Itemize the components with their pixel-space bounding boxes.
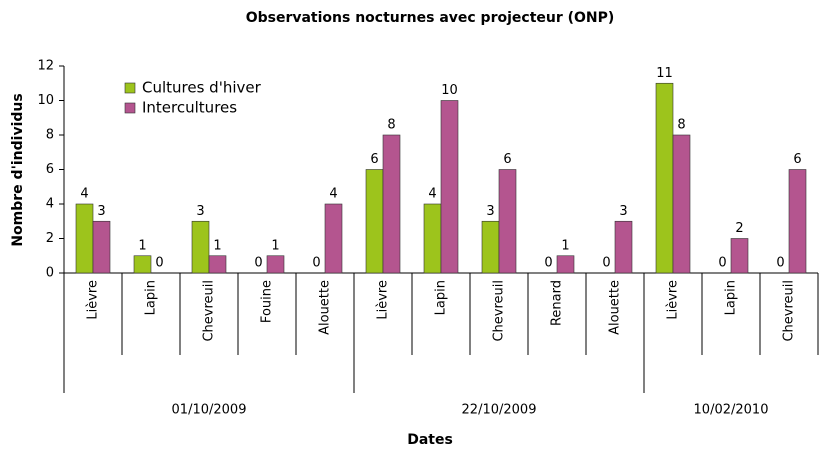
bar	[672, 134, 691, 274]
group-label: 01/10/2009	[172, 403, 247, 418]
data-label: 6	[370, 152, 378, 167]
x-tick-label: Lapin	[144, 280, 159, 315]
y-tick-label: 6	[46, 162, 54, 177]
data-label: 4	[80, 187, 88, 202]
bar	[655, 82, 674, 274]
data-label: 3	[196, 204, 204, 219]
data-label: 2	[735, 221, 743, 236]
x-tick-label: Chevreuil	[782, 280, 797, 342]
data-label: 4	[329, 187, 337, 202]
data-label: 3	[97, 204, 105, 219]
x-tick-label: Fouine	[260, 280, 275, 323]
bar	[133, 255, 152, 274]
x-tick-label: Alouette	[318, 280, 333, 335]
bar	[498, 169, 517, 274]
data-label: 0	[544, 256, 552, 271]
data-label: 1	[138, 238, 146, 253]
chart-title: Observations nocturnes avec projecteur (…	[246, 10, 615, 26]
x-tick-label: Chevreuil	[202, 280, 217, 342]
x-tick-label: Lièvre	[666, 280, 681, 320]
group-label: 22/10/2009	[462, 403, 537, 418]
y-tick-label: 2	[46, 231, 54, 246]
data-label: 0	[312, 256, 320, 271]
bar	[365, 169, 384, 274]
x-tick-label: Renard	[550, 280, 565, 326]
data-label: 4	[428, 187, 436, 202]
legend-swatch	[124, 102, 136, 114]
bar	[75, 203, 94, 274]
data-label: 8	[677, 118, 685, 133]
x-axis-title: Dates	[407, 432, 453, 448]
data-label: 11	[656, 66, 673, 81]
bar	[382, 134, 401, 274]
y-tick-label: 8	[46, 128, 54, 143]
bar	[191, 220, 210, 274]
data-label: 6	[503, 152, 511, 167]
data-label: 0	[254, 256, 262, 271]
y-tick-label: 10	[37, 93, 54, 108]
bar	[614, 220, 633, 274]
bar	[481, 220, 500, 274]
legend-label: Intercultures	[142, 99, 237, 117]
data-label: 3	[619, 204, 627, 219]
bar	[92, 220, 111, 274]
bar	[788, 169, 807, 274]
x-tick-label: Alouette	[608, 280, 623, 335]
x-tick-label: Lièvre	[86, 280, 101, 320]
data-label: 0	[776, 256, 784, 271]
bar	[266, 255, 285, 274]
data-label: 1	[213, 238, 221, 253]
y-tick-label: 0	[46, 266, 54, 281]
bar	[730, 238, 749, 274]
data-label: 3	[486, 204, 494, 219]
y-tick-label: 12	[37, 59, 54, 74]
x-tick-label: Lapin	[724, 280, 739, 315]
x-tick-label: Lapin	[434, 280, 449, 315]
data-label: 0	[718, 256, 726, 271]
x-tick-label: Chevreuil	[492, 280, 507, 342]
data-label: 10	[441, 83, 458, 98]
data-label: 0	[602, 256, 610, 271]
y-tick-label: 4	[46, 197, 54, 212]
bar	[556, 255, 575, 274]
bar	[208, 255, 227, 274]
data-label: 6	[793, 152, 801, 167]
y-axis-title: Nombre d'individus	[10, 93, 26, 246]
data-label: 1	[271, 238, 279, 253]
bar	[324, 203, 343, 274]
data-label: 1	[561, 238, 569, 253]
data-label: 8	[387, 118, 395, 133]
bar	[440, 100, 459, 274]
legend-swatch	[124, 82, 136, 94]
bar	[423, 203, 442, 274]
data-label: 0	[155, 256, 163, 271]
x-tick-label: Lièvre	[376, 280, 391, 320]
group-label: 10/02/2010	[694, 403, 769, 418]
legend-label: Cultures d'hiver	[142, 79, 262, 97]
